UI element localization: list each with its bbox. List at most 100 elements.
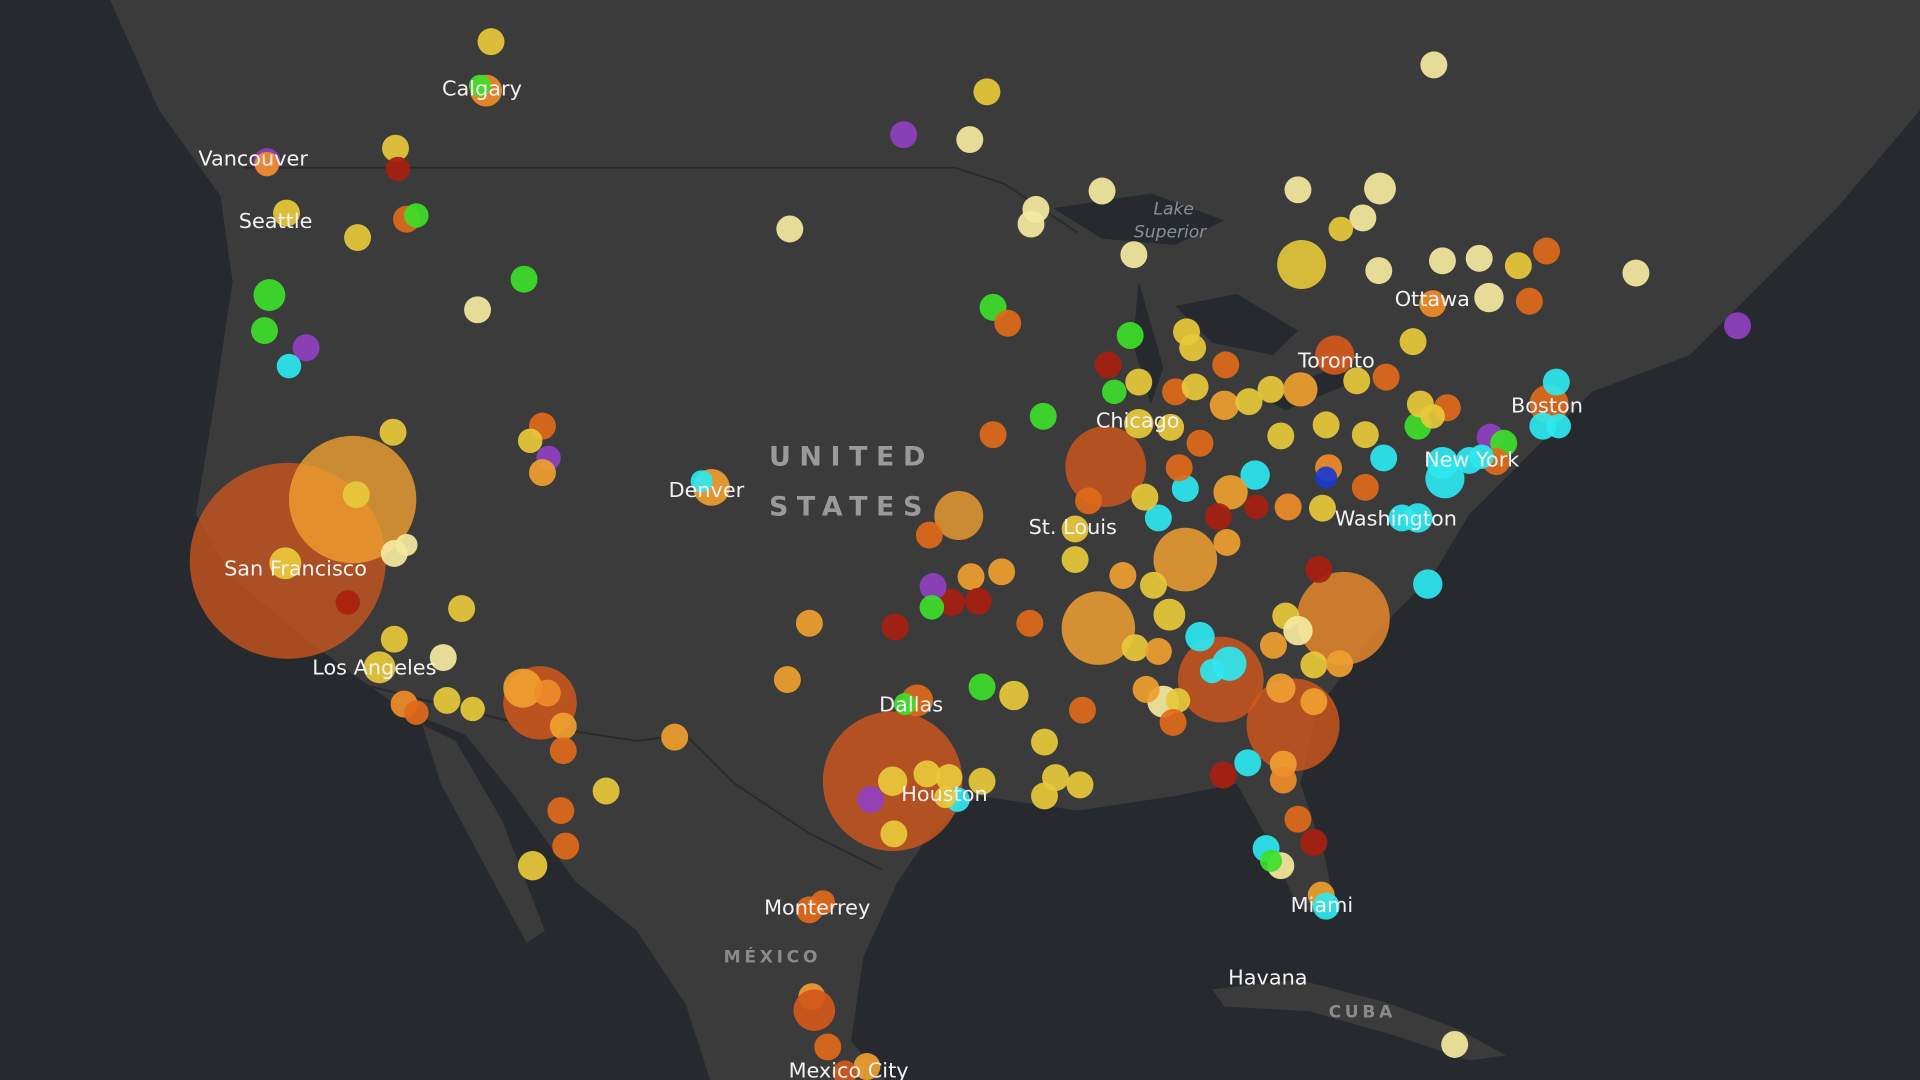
map-marker[interactable] <box>973 78 1001 106</box>
map-marker[interactable] <box>1315 335 1355 375</box>
map-marker[interactable] <box>503 668 543 708</box>
map-marker[interactable] <box>937 588 965 616</box>
map-marker[interactable] <box>880 820 908 848</box>
map-marker[interactable] <box>1284 805 1312 833</box>
map-marker[interactable] <box>1204 503 1232 531</box>
map-marker[interactable] <box>1153 527 1218 592</box>
map-marker[interactable] <box>1351 421 1379 449</box>
map-marker[interactable] <box>1124 408 1154 439</box>
map-marker[interactable] <box>1465 244 1493 272</box>
map-marker[interactable] <box>1017 210 1045 238</box>
map-marker[interactable] <box>1283 372 1318 407</box>
map-marker[interactable] <box>810 890 836 915</box>
map-marker[interactable] <box>1186 429 1214 457</box>
map-marker[interactable] <box>1209 761 1237 789</box>
map-marker[interactable] <box>1515 287 1543 315</box>
map-marker[interactable] <box>379 418 407 446</box>
map-marker[interactable] <box>1300 688 1328 716</box>
map-marker[interactable] <box>1308 494 1336 522</box>
map-marker[interactable] <box>857 786 885 814</box>
map-marker[interactable] <box>1349 204 1377 232</box>
map-marker[interactable] <box>1399 328 1427 356</box>
map-marker[interactable] <box>1300 828 1328 856</box>
map-marker[interactable] <box>1075 487 1103 515</box>
map-marker[interactable] <box>988 558 1016 586</box>
map-marker[interactable] <box>433 686 461 714</box>
map-marker[interactable] <box>1132 675 1160 703</box>
map-marker[interactable] <box>1029 402 1057 430</box>
map-marker[interactable] <box>1546 413 1572 439</box>
map-marker[interactable] <box>1428 247 1456 275</box>
map-marker[interactable] <box>1312 892 1340 920</box>
map-marker[interactable] <box>1088 177 1116 205</box>
map-marker[interactable] <box>915 521 943 549</box>
map-marker[interactable] <box>1469 444 1494 469</box>
map-marker[interactable] <box>253 279 286 312</box>
map-marker[interactable] <box>276 353 302 379</box>
map-marker[interactable] <box>1120 241 1148 269</box>
map-marker[interactable] <box>510 265 538 293</box>
map-marker[interactable] <box>273 199 300 227</box>
map-marker[interactable] <box>776 215 804 243</box>
map-marker[interactable] <box>1351 473 1379 501</box>
map-marker[interactable] <box>1125 368 1153 396</box>
map-marker[interactable] <box>549 712 577 740</box>
map-marker[interactable] <box>269 547 302 580</box>
map-marker[interactable] <box>1328 216 1354 242</box>
map-marker[interactable] <box>1326 650 1354 678</box>
map-marker[interactable] <box>1420 51 1448 79</box>
map-marker[interactable] <box>1474 282 1504 313</box>
map-marker[interactable] <box>1157 413 1185 441</box>
map-marker[interactable] <box>1365 257 1393 285</box>
map-marker[interactable] <box>1283 615 1313 646</box>
map-marker[interactable] <box>690 470 713 493</box>
map-marker[interactable] <box>404 700 429 725</box>
map-marker[interactable] <box>1235 388 1263 416</box>
map-marker[interactable] <box>1277 240 1327 289</box>
map-marker[interactable] <box>1240 460 1270 490</box>
map-marker[interactable] <box>934 786 957 809</box>
map-marker[interactable] <box>913 760 941 788</box>
map-marker[interactable] <box>893 693 916 716</box>
map-marker[interactable] <box>890 121 918 149</box>
map-marker[interactable] <box>1061 546 1089 574</box>
map-marker[interactable] <box>773 666 801 694</box>
map-marker[interactable] <box>592 777 620 805</box>
map-marker[interactable] <box>1372 363 1400 391</box>
map-marker[interactable] <box>477 28 505 56</box>
map-marker[interactable] <box>1171 475 1199 503</box>
map-marker[interactable] <box>552 832 580 860</box>
map-marker[interactable] <box>335 590 360 615</box>
map-marker[interactable] <box>363 651 396 684</box>
map-marker[interactable] <box>919 573 947 600</box>
map-marker[interactable] <box>1066 771 1094 799</box>
map-marker[interactable] <box>919 595 945 620</box>
map-marker[interactable] <box>1061 591 1136 665</box>
map-marker[interactable] <box>464 296 492 324</box>
map-marker[interactable] <box>979 421 1007 449</box>
map-marker[interactable] <box>999 680 1029 711</box>
map-marker[interactable] <box>1441 1031 1469 1058</box>
map-marker[interactable] <box>957 563 985 591</box>
map-marker[interactable] <box>1200 658 1225 684</box>
map-marker[interactable] <box>1266 673 1296 703</box>
map-marker[interactable] <box>342 481 370 509</box>
map-marker[interactable] <box>1140 571 1167 599</box>
map-marker[interactable] <box>1413 569 1443 599</box>
map-marker[interactable] <box>1116 322 1144 349</box>
map-marker[interactable] <box>344 224 372 252</box>
map-marker[interactable] <box>254 151 280 177</box>
map-marker[interactable] <box>1312 411 1340 439</box>
map-marker[interactable] <box>795 609 823 637</box>
map-marker[interactable] <box>1144 504 1172 532</box>
map-marker[interactable] <box>468 74 492 97</box>
map-marker[interactable] <box>964 587 992 615</box>
map-marker[interactable] <box>1031 782 1058 810</box>
map-marker[interactable] <box>1185 622 1215 652</box>
map-marker[interactable] <box>1296 571 1390 665</box>
map-marker[interactable] <box>1504 252 1532 280</box>
map-marker[interactable] <box>1388 504 1416 532</box>
map-marker[interactable] <box>1165 688 1191 713</box>
map-marker[interactable] <box>1426 446 1459 479</box>
map-marker[interactable] <box>1257 375 1285 403</box>
